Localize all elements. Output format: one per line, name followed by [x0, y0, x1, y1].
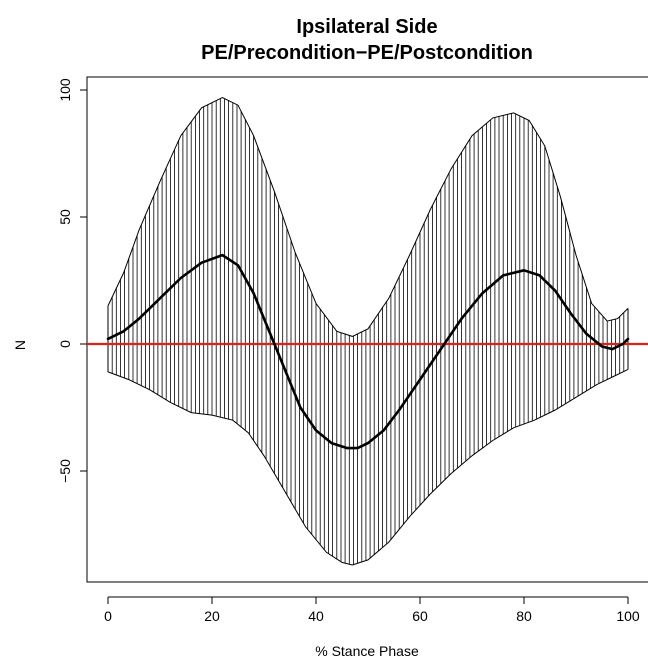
- lower-bound-line: [107, 368, 629, 566]
- confidence-band: [107, 97, 629, 566]
- x-tick-label: 20: [204, 608, 220, 624]
- y-tick-label: 50: [57, 209, 73, 225]
- y-axis-label: N: [12, 340, 28, 350]
- y-tick-label: −50: [57, 459, 73, 483]
- x-tick-label: 100: [616, 608, 640, 624]
- x-tick-label: 60: [412, 608, 428, 624]
- y-tick-label: 0: [57, 340, 73, 348]
- y-tick-label: 100: [57, 78, 73, 102]
- x-axis-label: % Stance Phase: [315, 643, 419, 659]
- upper-bound-line: [107, 97, 629, 337]
- x-tick-label: 0: [104, 608, 112, 624]
- chart-subtitle: PE/Precondition−PE/Postcondition: [201, 42, 533, 64]
- plot-frame: [86, 76, 648, 583]
- x-tick-label: 80: [516, 608, 532, 624]
- mean-line: [106, 253, 630, 450]
- x-tick-label: 40: [308, 608, 324, 624]
- axes: −50 0 50 100 0 20 40 60 80 100: [57, 76, 648, 624]
- chart-title: Ipsilateral Side: [296, 16, 437, 38]
- plot-lines: [87, 253, 648, 450]
